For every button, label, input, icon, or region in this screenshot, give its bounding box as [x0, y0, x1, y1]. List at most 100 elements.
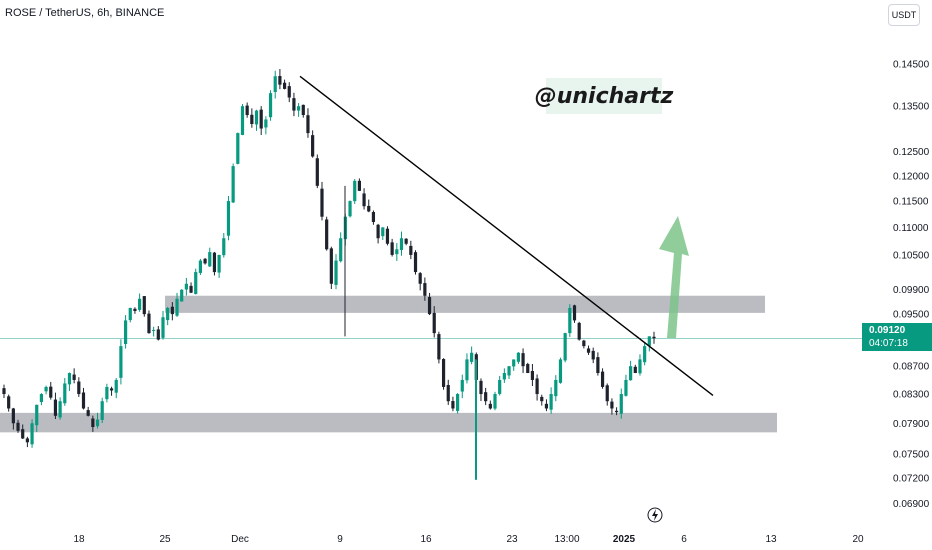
candle-body — [526, 363, 530, 374]
lightning-icon[interactable] — [647, 507, 663, 523]
candle-body — [166, 307, 170, 321]
candle-body — [287, 86, 291, 98]
candle-body — [320, 188, 324, 217]
candle-body — [535, 378, 539, 395]
x-tick-label: 20 — [852, 534, 864, 545]
candle-body — [540, 396, 544, 402]
y-axis: 0.14500 0.13500 0.12500 0.12000 0.11500 0.110… — [893, 59, 930, 509]
arrow-shape — [659, 216, 689, 338]
candle-body — [418, 273, 422, 284]
candle-body — [619, 394, 623, 414]
candle-body — [390, 242, 394, 255]
candle-body — [161, 317, 165, 338]
candle-body — [91, 418, 95, 428]
y-tick-label: 0.10500 — [893, 250, 930, 261]
author-watermark: @unichartz — [535, 78, 673, 114]
candle-body — [231, 166, 235, 203]
candle-body — [268, 93, 273, 118]
candle-body — [572, 305, 577, 321]
candle-body — [282, 82, 287, 89]
candle-body — [586, 348, 591, 353]
candle-body — [240, 106, 245, 135]
candle-body — [217, 254, 221, 273]
candle-body — [633, 366, 637, 374]
candle-body — [484, 392, 488, 402]
candle-body — [142, 296, 146, 315]
candle-body — [63, 383, 67, 404]
candle-body — [49, 386, 53, 398]
candle-body — [105, 386, 109, 400]
candle-body — [652, 336, 656, 339]
candle-body — [21, 429, 25, 439]
candle-body — [30, 423, 34, 445]
candle-body — [353, 180, 357, 202]
candle-body — [530, 371, 535, 380]
bullish-arrow — [659, 216, 689, 338]
candle-body — [236, 133, 240, 164]
candle-body — [11, 408, 15, 424]
candle-body — [278, 76, 282, 85]
candle-body — [376, 224, 380, 239]
candle-body — [470, 352, 474, 362]
candle-body — [194, 272, 198, 295]
candle-body — [647, 336, 651, 346]
candle-body — [175, 298, 179, 316]
candle-body — [371, 212, 376, 223]
x-tick-label: 2025 — [613, 534, 636, 545]
y-tick-label: 0.06900 — [893, 499, 930, 510]
candle-body — [516, 352, 520, 362]
candle-body — [133, 308, 137, 312]
candle-body — [367, 205, 371, 212]
candle-body — [119, 346, 123, 378]
candle-body — [25, 438, 29, 443]
candle-body — [292, 98, 296, 111]
y-tick-label: 0.14500 — [893, 59, 930, 70]
candle-body — [512, 359, 516, 367]
candle-body — [297, 106, 301, 111]
candle-body — [362, 193, 366, 207]
candle-body — [643, 346, 647, 363]
candle-body — [624, 379, 628, 396]
currency-button[interactable]: USDT — [888, 4, 920, 26]
bar-countdown: 04:07:18 — [869, 338, 908, 349]
y-tick-label: 0.11000 — [893, 223, 929, 234]
current-price-value: 0.09120 — [869, 325, 906, 336]
candle-body — [610, 401, 614, 409]
candle-body — [329, 248, 333, 284]
candle-body — [446, 385, 450, 402]
candle-body — [357, 180, 361, 191]
candle-body — [77, 381, 81, 395]
candle-body — [44, 386, 48, 392]
candle-body — [554, 379, 558, 397]
candle-body — [2, 388, 6, 395]
candle-body — [544, 403, 549, 409]
candle-body — [72, 374, 76, 380]
candle-body — [493, 394, 497, 409]
candle-body — [35, 404, 39, 426]
candle-body — [109, 388, 114, 391]
candle-body — [614, 410, 619, 413]
candle-body — [250, 114, 254, 124]
candle-body — [395, 249, 399, 255]
candle-body — [325, 219, 329, 250]
candle-body — [138, 298, 142, 310]
candle-body — [259, 109, 263, 129]
candle-body — [498, 379, 502, 394]
candle-body — [381, 227, 385, 237]
candle-body — [577, 322, 581, 340]
candle-body — [152, 329, 156, 331]
candle-body — [189, 285, 193, 293]
y-tick-label: 0.07900 — [893, 419, 930, 430]
candle-body — [198, 260, 203, 273]
candle-body — [245, 105, 249, 116]
candle-body — [156, 329, 160, 340]
resistance-zone — [165, 295, 765, 313]
candle-body — [16, 422, 20, 431]
candle-body — [147, 313, 151, 334]
candle-body — [222, 238, 226, 256]
candle-body — [600, 371, 605, 387]
candle-body — [95, 419, 100, 427]
candle-body — [81, 392, 86, 409]
symbol-title[interactable]: ROSE / TetherUS, 6h, BINANCE — [5, 7, 165, 19]
